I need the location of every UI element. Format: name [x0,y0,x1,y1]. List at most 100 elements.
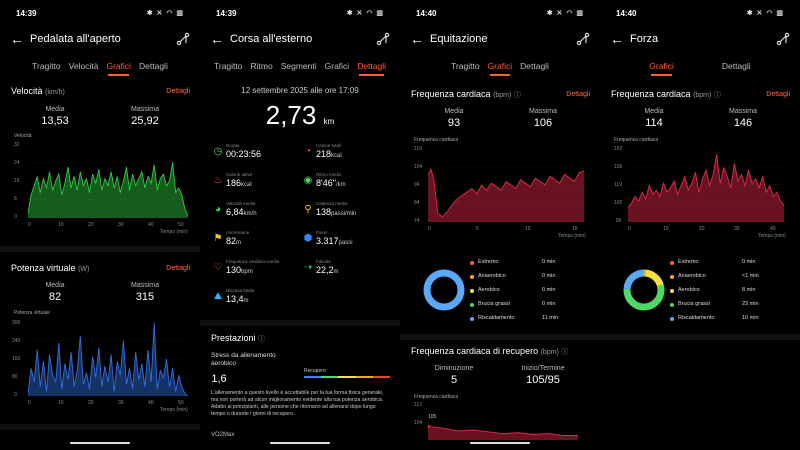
metric-number: 218 [316,149,332,159]
speed-details-link[interactable]: Dettagli [166,88,190,95]
hr-xtick: 15 [572,226,578,232]
gesture-bar[interactable] [470,442,530,444]
recovery-section-title: Frequenza cardiaca di recupero (bpm) ⓘ [411,346,568,357]
hr-details-link[interactable]: Dettagli [566,91,590,98]
power-ytick: 80 [12,374,18,380]
metric-value: 8'46"/km [316,178,346,188]
power-xtick: 50 [178,400,184,406]
calories-icon: ◔ [304,146,312,157]
status-icons: ✱ ✕ ◠ ▥ [546,10,584,17]
power-unit: (W) [78,266,90,273]
metric-item: ⇢ Falcata 22,2m [302,259,394,283]
stress-label: Stress da allenamento aerobico [211,352,276,367]
share-icon[interactable] [576,32,590,46]
recovery-unit: (bpm) [540,349,559,356]
header: ← Corsa all'esterno [210,31,390,49]
speed-ytick: 32 [14,142,20,148]
power-ytick: 0 [14,392,17,398]
status-icons: ✱ ✕ ◠ ▥ [346,10,384,17]
speed-section-title: Velocità (km/h) [11,86,65,96]
pace-icon: ◉ [303,175,313,186]
tab-tragitto[interactable]: Tragitto [213,61,243,71]
tab-grafici[interactable]: Grafici [488,61,512,77]
start-end-label: Inizio/Termine [521,365,565,372]
speed-avg-label: Media [45,106,65,113]
metric-number: 13,4 [226,294,244,304]
tab-dettagli[interactable]: Dettagli [721,61,751,71]
speed-title: Velocità [11,86,43,96]
page-title: Forza [630,33,659,45]
info-icon[interactable]: ⓘ [713,92,721,99]
performance-title-text: Prestazioni [211,333,256,343]
zone-color-dot [470,275,474,279]
recovery-chart-label: Frequenza cardiaca [414,394,459,400]
donut-slice [623,269,665,311]
zone-time: 8 min [742,287,756,293]
power-xtick: 30 [118,400,124,406]
tab-grafici[interactable]: Grafici [649,61,674,77]
timer-icon: ◷ [213,146,223,157]
donut-slice [423,269,465,311]
tab-velocita[interactable]: Velocità [68,61,99,71]
hr-xtick: 10 [663,226,669,232]
tab-grafici[interactable]: Grafici [324,61,350,71]
hr-details-link[interactable]: Dettagli [766,91,790,98]
tab-grafici[interactable]: Grafici [106,61,131,77]
hr-avg-label: Media [644,108,664,115]
performance-description: L'allenamento a questo livello è accetta… [211,390,384,417]
series-area [28,162,188,218]
hr-avg-value: 93 [447,117,461,129]
info-icon[interactable]: ⓘ [513,92,521,99]
scale-extreme [372,376,391,378]
zone-name: Estremo [678,259,699,265]
tab-dettagli[interactable]: Dettagli [520,61,549,71]
tab-tragitto[interactable]: Tragitto [32,61,61,71]
gesture-bar[interactable] [270,442,330,444]
back-arrow-icon[interactable]: ← [610,31,624,47]
tab-bar: Grafici Dettagli [600,61,800,77]
info-icon[interactable]: ⓘ [258,336,266,343]
hr-avg-value: 114 [645,117,663,129]
gesture-bar[interactable] [70,442,130,444]
header: ← Equitazione [410,31,590,49]
speed-unit: (km/h) [45,89,65,96]
donut-slice [623,269,665,311]
metric-unit: m [236,240,242,246]
hr-ytick: 74 [414,218,420,224]
tab-segmenti[interactable]: Segmenti [280,61,317,71]
power-ytick: 160 [12,356,21,362]
share-icon[interactable] [176,32,190,46]
recovery-peak-label: 105 [428,414,437,420]
power-details-link[interactable]: Dettagli [166,265,190,272]
hr-ytick: 136 [614,164,623,170]
speed-max-label: Massima [130,106,159,113]
tab-tragitto[interactable]: Tragitto [451,61,480,71]
hr-ytick: 84 [414,200,420,206]
hr-ytick: 119 [614,182,622,188]
tab-bar: Tragitto Velocità Grafici Dettagli [0,61,200,77]
back-arrow-icon[interactable]: ← [10,31,24,47]
hr-max-value: 106 [533,117,553,129]
tab-dettagli[interactable]: Dettagli [139,61,168,71]
hr-ytick: 85 [616,218,622,224]
speed-xtick: 40 [148,222,154,228]
back-arrow-icon[interactable]: ← [210,31,224,47]
hr-xtick: 30 [734,226,740,232]
share-icon[interactable] [376,32,390,46]
hr-unit: (bpm) [493,92,512,99]
series-line [428,425,578,436]
share-icon[interactable] [776,32,790,46]
metric-number: 3.317 [316,236,339,246]
tab-ritmo[interactable]: Ritmo [250,61,273,71]
back-arrow-icon[interactable]: ← [410,31,424,47]
zone-name: Anaerobico [678,273,706,279]
tab-dettagli[interactable]: Dettagli [357,61,386,77]
status-icons: ✱ ✕ ◠ ▥ [746,10,784,17]
hr-max-label: Massima [728,108,757,115]
recovery-ytick: 112 [414,402,422,408]
status-time: 14:39 [16,9,37,18]
zone-time: 0 min [742,259,756,265]
hr-xtick: 40 [770,226,776,232]
header: ← Forza [610,31,790,49]
info-icon[interactable]: ⓘ [561,349,569,356]
